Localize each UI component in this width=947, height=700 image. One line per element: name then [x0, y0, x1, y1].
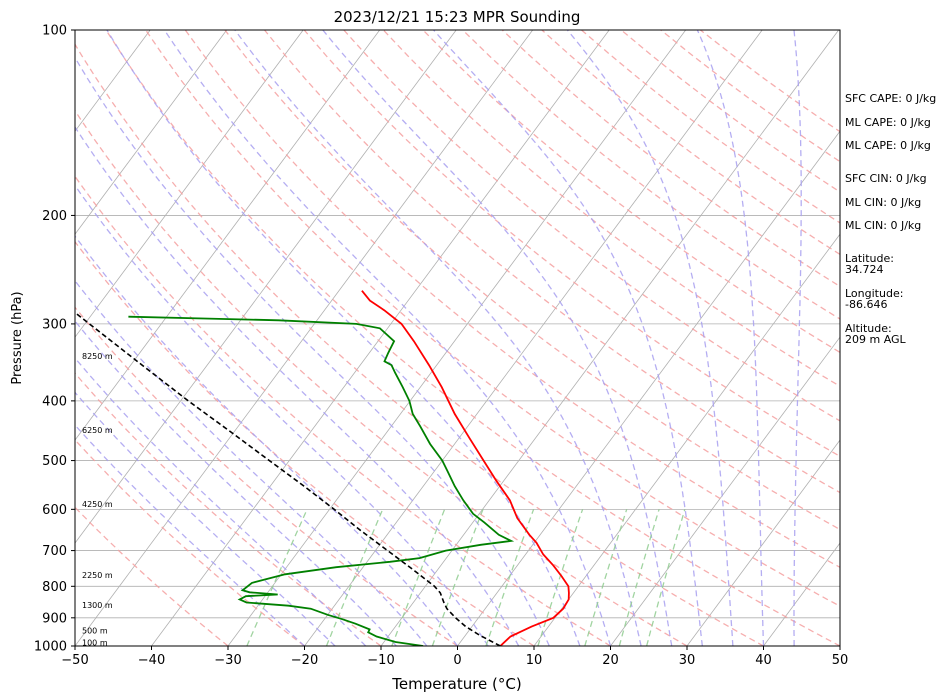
y-tick-label: 200 — [42, 209, 67, 224]
moist-adiabat — [75, 125, 520, 646]
x-tick-label: 40 — [755, 653, 772, 668]
sounding-index: ML CAPE: 0 J/kg — [845, 116, 931, 129]
isotherm — [380, 30, 840, 646]
mixing-ratio-line — [391, 509, 446, 646]
isotherm — [686, 439, 840, 646]
dry-adiabat — [422, 30, 840, 354]
mixing-ratio-line — [584, 509, 628, 646]
moist-adiabat — [566, 30, 734, 646]
isotherm — [151, 30, 610, 646]
parcel-line — [75, 311, 501, 646]
x-tick-label: 10 — [526, 653, 543, 668]
sounding-index: ML CAPE: 0 J/kg — [845, 139, 931, 152]
isotherm — [227, 30, 687, 646]
dry-adiabat — [75, 506, 229, 646]
dry-adiabat — [75, 175, 611, 646]
mixing-ratio-line — [618, 509, 660, 646]
sounding-index: ML CIN: 0 J/kg — [845, 196, 922, 209]
y-tick-label: 800 — [42, 580, 67, 595]
dry-adiabat — [224, 30, 840, 531]
y-axis-label: Pressure (hPa) — [10, 291, 25, 384]
y-tick-label: 1000 — [34, 640, 67, 655]
isotherm — [75, 30, 381, 441]
x-axis-label: Temperature (°C) — [391, 675, 521, 693]
sounding-index: SFC CIN: 0 J/kg — [845, 172, 927, 185]
height-label: 2250 m — [82, 571, 113, 580]
moist-adiabat — [75, 320, 397, 646]
moist-adiabat — [75, 235, 459, 646]
y-tick-label: 700 — [42, 544, 67, 559]
moist-adiabat — [433, 30, 703, 646]
moist-adiabat — [106, 30, 581, 646]
x-tick-label: −50 — [61, 653, 88, 668]
y-tick-label: 400 — [42, 394, 67, 409]
isotherm — [75, 30, 304, 338]
y-tick-label: 300 — [42, 317, 67, 332]
sounding-index: Altitude: 209 m AGL — [845, 322, 906, 346]
dry-adiabat — [75, 43, 764, 646]
dry-adiabat — [184, 30, 840, 569]
isotherm — [75, 30, 228, 235]
x-tick-label: −30 — [214, 653, 241, 668]
height-label: 4250 m — [82, 500, 113, 509]
dry-adiabat — [462, 30, 840, 320]
height-label: 500 m — [82, 626, 108, 635]
mixing-ratio-line — [325, 509, 384, 646]
dry-adiabat — [75, 240, 535, 646]
sounding-index: Latitude: 34.724 — [845, 252, 894, 276]
x-tick-label: 30 — [679, 653, 696, 668]
mixing-ratio-line — [537, 509, 584, 646]
dry-adiabat — [382, 30, 840, 388]
isotherm — [304, 30, 763, 646]
moist-adiabat — [75, 357, 367, 646]
x-tick-label: −10 — [367, 653, 394, 668]
mixing-ratio-line — [431, 509, 484, 646]
dewpoint-line — [128, 315, 515, 646]
moist-adiabat — [793, 30, 802, 646]
height-label: 6250 m — [82, 426, 113, 435]
sounding-index: ML CIN: 0 J/kg — [845, 219, 922, 232]
moist-adiabat — [75, 391, 336, 646]
y-tick-label: 500 — [42, 454, 67, 469]
moist-adiabat — [75, 184, 489, 646]
y-tick-label: 600 — [42, 503, 67, 518]
dry-adiabat — [105, 30, 840, 646]
height-label: 1300 m — [82, 601, 113, 610]
height-label: 100 m — [82, 638, 108, 647]
isotherm — [75, 30, 534, 646]
moist-adiabat — [163, 30, 612, 646]
moist-adiabat — [75, 279, 428, 646]
dry-adiabat — [75, 109, 688, 646]
x-tick-label: 20 — [602, 653, 619, 668]
mixing-ratio-line — [485, 509, 535, 646]
sounding-index: SFC CAPE: 0 J/kg — [845, 92, 937, 105]
x-tick-label: −20 — [291, 653, 318, 668]
moist-adiabat — [75, 56, 550, 646]
y-tick-label: 900 — [42, 611, 67, 626]
temperature-line — [361, 290, 570, 646]
isotherm — [610, 336, 840, 646]
mixing-ratio-line — [246, 509, 308, 646]
x-tick-label: 0 — [453, 653, 461, 668]
x-tick-label: 50 — [832, 653, 849, 668]
height-label: 8250 m — [82, 352, 113, 361]
sounding-index: Longitude: -86.646 — [845, 287, 904, 311]
dry-adiabat — [75, 306, 458, 646]
y-tick-label: 100 — [42, 24, 67, 39]
chart-title: 2023/12/21 15:23 MPR Sounding — [334, 8, 581, 26]
isotherm — [75, 30, 457, 544]
moist-adiabat — [696, 30, 765, 646]
mixing-ratio-line — [645, 509, 686, 646]
isotherm — [533, 233, 840, 646]
x-tick-label: −40 — [138, 653, 165, 668]
dry-adiabat — [263, 30, 840, 494]
moist-adiabat — [322, 30, 673, 646]
dry-adiabat — [145, 30, 840, 607]
